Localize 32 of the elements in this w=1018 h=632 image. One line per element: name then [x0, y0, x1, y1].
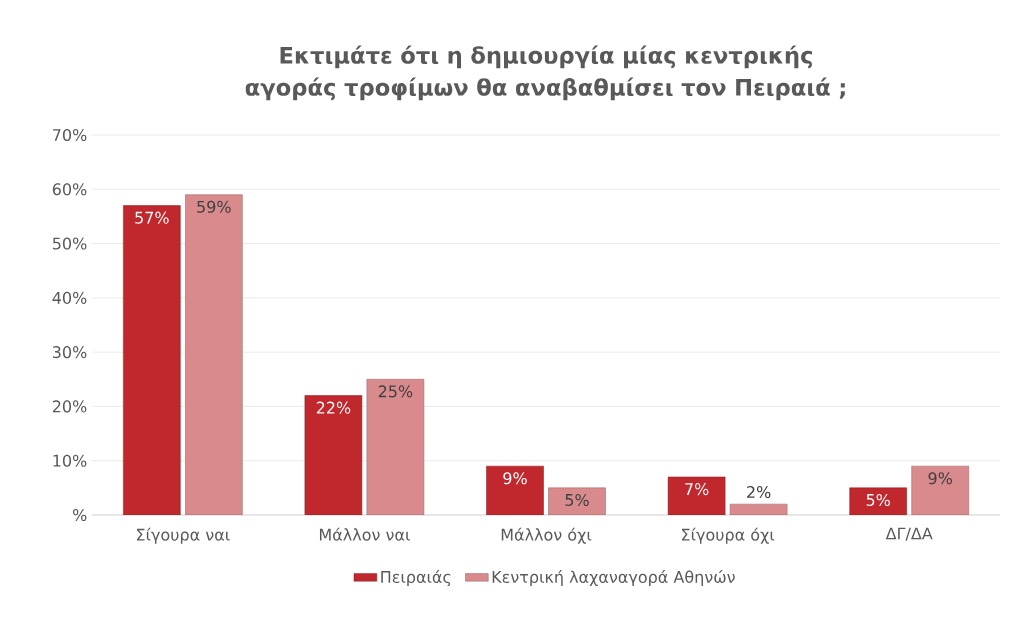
data-label: 57% — [135, 211, 169, 224]
y-tick-label: 70% — [53, 128, 87, 142]
bar — [123, 205, 181, 515]
y-tick-label: 60% — [52, 183, 87, 196]
y-tick-label: 30% — [52, 346, 87, 359]
data-label: 9% — [928, 472, 953, 485]
data-label: 5% — [866, 493, 891, 506]
x-tick-label: Μάλλον όχι — [501, 527, 592, 544]
y-tick-label: % — [72, 508, 87, 522]
chart-title: Εκτιμάτε ότι η δημιουργία μίας κεντρικής αγοράς τροφίμων θα αναβαθμίσει τον Πειραιά ; — [245, 45, 845, 101]
bar — [304, 395, 363, 515]
x-tick-label: Σίγουρα ναι — [137, 527, 230, 544]
y-tick-label: 10% — [53, 454, 87, 467]
data-label: 5% — [565, 493, 589, 506]
x-tick-label: Σίγουρα όχι — [682, 527, 775, 544]
y-tick-label: 50% — [52, 237, 87, 250]
legend-label: Πειραιάς — [381, 569, 451, 587]
data-label: 25% — [378, 385, 413, 398]
data-label: 22% — [316, 401, 351, 414]
bar — [486, 465, 544, 515]
x-tick-label: Μάλλον ναι — [319, 527, 410, 541]
data-label: 59% — [197, 200, 231, 213]
bar — [911, 465, 969, 515]
bar — [185, 194, 243, 515]
data-label: 9% — [503, 472, 527, 485]
y-tick-label: 40% — [52, 291, 87, 304]
legend-label: Κεντρική λαχαναγορά Αθηνών — [492, 569, 735, 587]
data-label: 2% — [747, 485, 771, 499]
x-tick-label: ΔΓ/ΔΑ — [885, 527, 933, 541]
bar — [366, 379, 425, 515]
y-tick-label: 20% — [52, 400, 87, 413]
data-label: 7% — [685, 483, 709, 496]
